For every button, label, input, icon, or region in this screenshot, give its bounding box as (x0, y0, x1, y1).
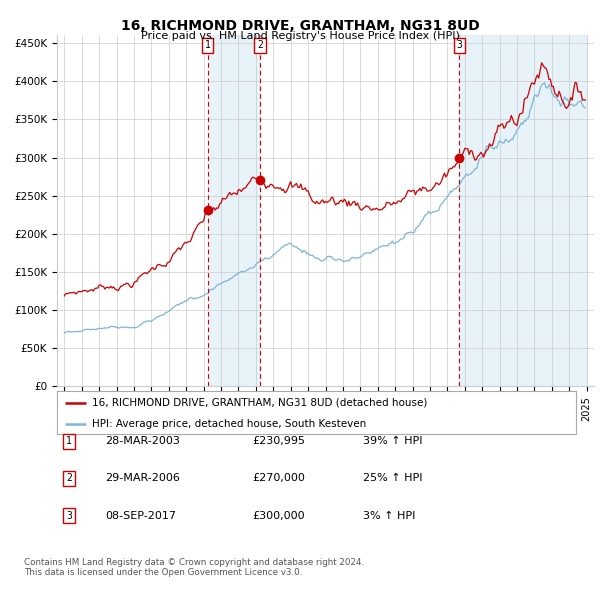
Text: 25% ↑ HPI: 25% ↑ HPI (363, 474, 422, 483)
Bar (459, 35, 587, 386)
Text: Contains HM Land Registry data © Crown copyright and database right 2024.
This d: Contains HM Land Registry data © Crown c… (24, 558, 364, 577)
Text: 1: 1 (66, 437, 72, 446)
Text: £300,000: £300,000 (252, 511, 305, 520)
Text: 3% ↑ HPI: 3% ↑ HPI (363, 511, 415, 520)
Text: 2: 2 (66, 474, 72, 483)
Text: Price paid vs. HM Land Registry's House Price Index (HPI): Price paid vs. HM Land Registry's House … (140, 31, 460, 41)
Text: 1: 1 (205, 40, 211, 50)
Text: 16, RICHMOND DRIVE, GRANTHAM, NG31 8UD: 16, RICHMOND DRIVE, GRANTHAM, NG31 8UD (121, 19, 479, 33)
Text: 16, RICHMOND DRIVE, GRANTHAM, NG31 8UD (detached house): 16, RICHMOND DRIVE, GRANTHAM, NG31 8UD (… (92, 398, 428, 408)
Text: 08-SEP-2017: 08-SEP-2017 (105, 511, 176, 520)
Text: £270,000: £270,000 (252, 474, 305, 483)
Text: 28-MAR-2003: 28-MAR-2003 (105, 437, 180, 446)
Text: 29-MAR-2006: 29-MAR-2006 (105, 474, 180, 483)
Text: 3: 3 (66, 511, 72, 520)
Text: HPI: Average price, detached house, South Kesteven: HPI: Average price, detached house, Sout… (92, 419, 367, 430)
Text: 2: 2 (257, 40, 263, 50)
Bar (208, 35, 260, 386)
Text: 39% ↑ HPI: 39% ↑ HPI (363, 437, 422, 446)
Text: 3: 3 (456, 40, 462, 50)
Text: £230,995: £230,995 (252, 437, 305, 446)
